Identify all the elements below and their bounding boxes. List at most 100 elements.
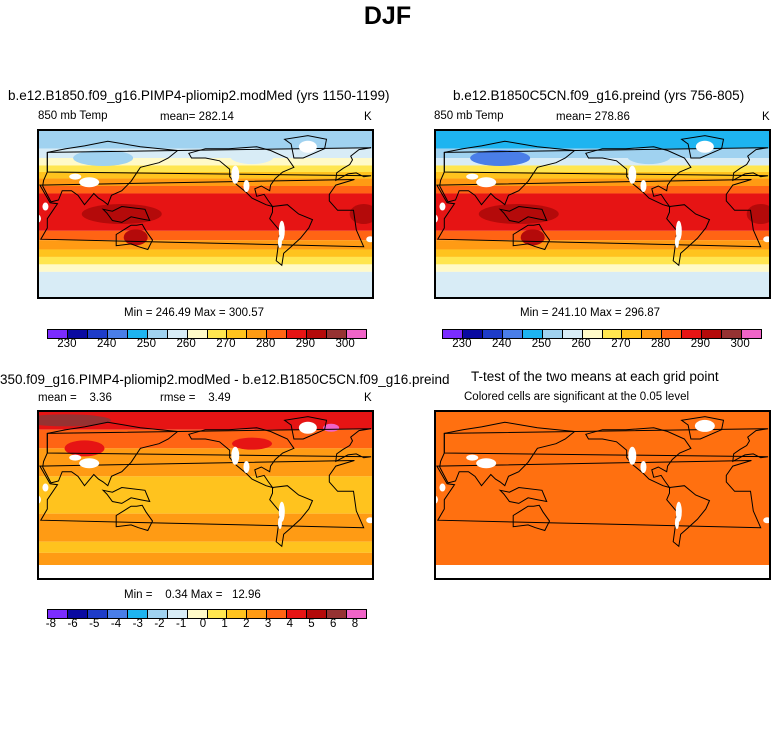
colorbar-tick-label: 6 [330,618,337,630]
coastline-greenland [283,416,328,440]
highland-mask [640,461,647,473]
colorbar-tick-label: 2 [243,618,250,630]
colorbar-swatch [327,330,348,338]
colorbar-tick-label: 290 [295,338,315,350]
highland-mask [42,202,49,211]
coastline-asia [439,140,576,206]
colorbar-swatch [267,330,288,338]
colorbar-swatch [67,330,88,338]
cold-core [470,150,531,166]
panel-control-map [434,129,771,299]
highland-mask [79,458,100,469]
coastline-asia [439,421,576,487]
panel-diff-mean-label: mean = 3.36 [38,392,112,404]
colorbar-tick-label: 300 [730,338,750,350]
colorbar-tick-label: 270 [216,338,236,350]
highland-mask [640,180,647,192]
colorbar-swatch [48,610,68,618]
colorbar-swatch [482,330,503,338]
panel-model-title: b.e12.B1850.f09_g16.PIMP4-pliomip2.modMe… [8,88,390,103]
coastline-africa [436,460,762,529]
colorbar-swatch [602,330,623,338]
highland-mask [466,173,479,180]
colorbar-control [442,329,762,339]
colorbar-tick-label: 3 [264,618,272,630]
diff-max [38,414,111,427]
colorbar-swatch [48,330,68,338]
coastline-europe [443,428,769,463]
temp-band [435,230,770,241]
colorbar-model [47,329,367,339]
colorbar-swatch [307,330,328,338]
highland-mask [69,173,82,180]
colorbar-swatch [562,330,583,338]
highland-mask [69,454,82,461]
colorbar-tick-label: 250 [531,338,551,350]
highland-mask [628,446,637,465]
colorbar-swatch [287,610,308,618]
colorbar-control-ticks: 230 240 250 260 270 280 290 300 [442,338,760,350]
panel-ttest-title: T-test of the two means at each grid poi… [471,369,719,384]
coastline-samerica [269,485,314,548]
temp-band [435,240,770,250]
colorbar-tick-label: 250 [136,338,156,350]
highland-mask [695,140,714,153]
coastline-australia [115,223,154,251]
coastline-europe [443,147,769,182]
colorbar-tick-label: -8 [45,618,56,630]
temp-band [38,240,373,250]
colorbar-swatch [582,330,603,338]
coastline-india_se [498,205,548,223]
highland-mask [763,236,770,243]
colorbar-tick-label: 280 [651,338,671,350]
panel-model-units: K [364,111,372,123]
diff-warm [64,440,105,457]
temp-band [38,249,373,257]
panel-model-mean-label: mean= 282.14 [160,111,234,123]
coastline-india_se [101,486,151,504]
highland-mask [674,517,679,529]
colorbar-tick-label: 230 [57,338,77,350]
panel-diff-rmse-label: rmse = 3.49 [160,392,231,404]
colorbar-tick-label: 8 [351,618,359,630]
colorbar-swatch [702,330,723,338]
colorbar-swatch [167,610,188,618]
panel-ttest-map [434,410,771,580]
temp-band [38,186,373,194]
highland-mask [476,177,497,188]
colorbar-tick-label: -1 [176,618,187,630]
colorbar-tick-label: -5 [89,618,100,630]
colorbar-swatch [247,610,268,618]
highland-mask [763,517,770,524]
coastline-samerica [666,485,711,548]
colorbar-swatch [622,330,643,338]
highland-mask [243,461,250,473]
temp-band [435,130,770,149]
colorbar-swatch [207,610,228,618]
panel-control-title: b.e12.B1850C5CN.f09_g16.preind (yrs 756-… [453,88,745,103]
colorbar-swatch [502,330,523,338]
colorbar-swatch [107,330,128,338]
panel-control-stats: Min = 241.10 Max = 296.87 [520,307,661,319]
panel-diff-title: 350.f09_g16.PIMP4-pliomip2.modMed - b.e1… [0,372,450,387]
colorbar-tick-label: -4 [110,618,122,630]
colorbar-swatch [227,330,248,338]
temp-band [38,148,373,158]
highland-mask [366,236,373,243]
colorbar-tick-label: 230 [452,338,472,350]
coastline-australia [512,504,551,532]
cold-core [73,150,134,166]
highland-mask [243,180,250,192]
colorbar-swatch [227,610,248,618]
diff-band [38,476,373,514]
colorbar-tick-label: 270 [611,338,631,350]
highland-mask [278,501,285,522]
colorbar-swatch [167,330,188,338]
temp-band [38,264,373,272]
colorbar-tick-label: 1 [221,618,228,630]
coastline-africa [39,179,365,248]
panel-model-left-label: 850 mb Temp [38,110,108,122]
colorbar-tick-label: 5 [308,618,315,630]
colorbar-swatch [287,330,308,338]
colorbar-tick-label: 260 [176,338,196,350]
